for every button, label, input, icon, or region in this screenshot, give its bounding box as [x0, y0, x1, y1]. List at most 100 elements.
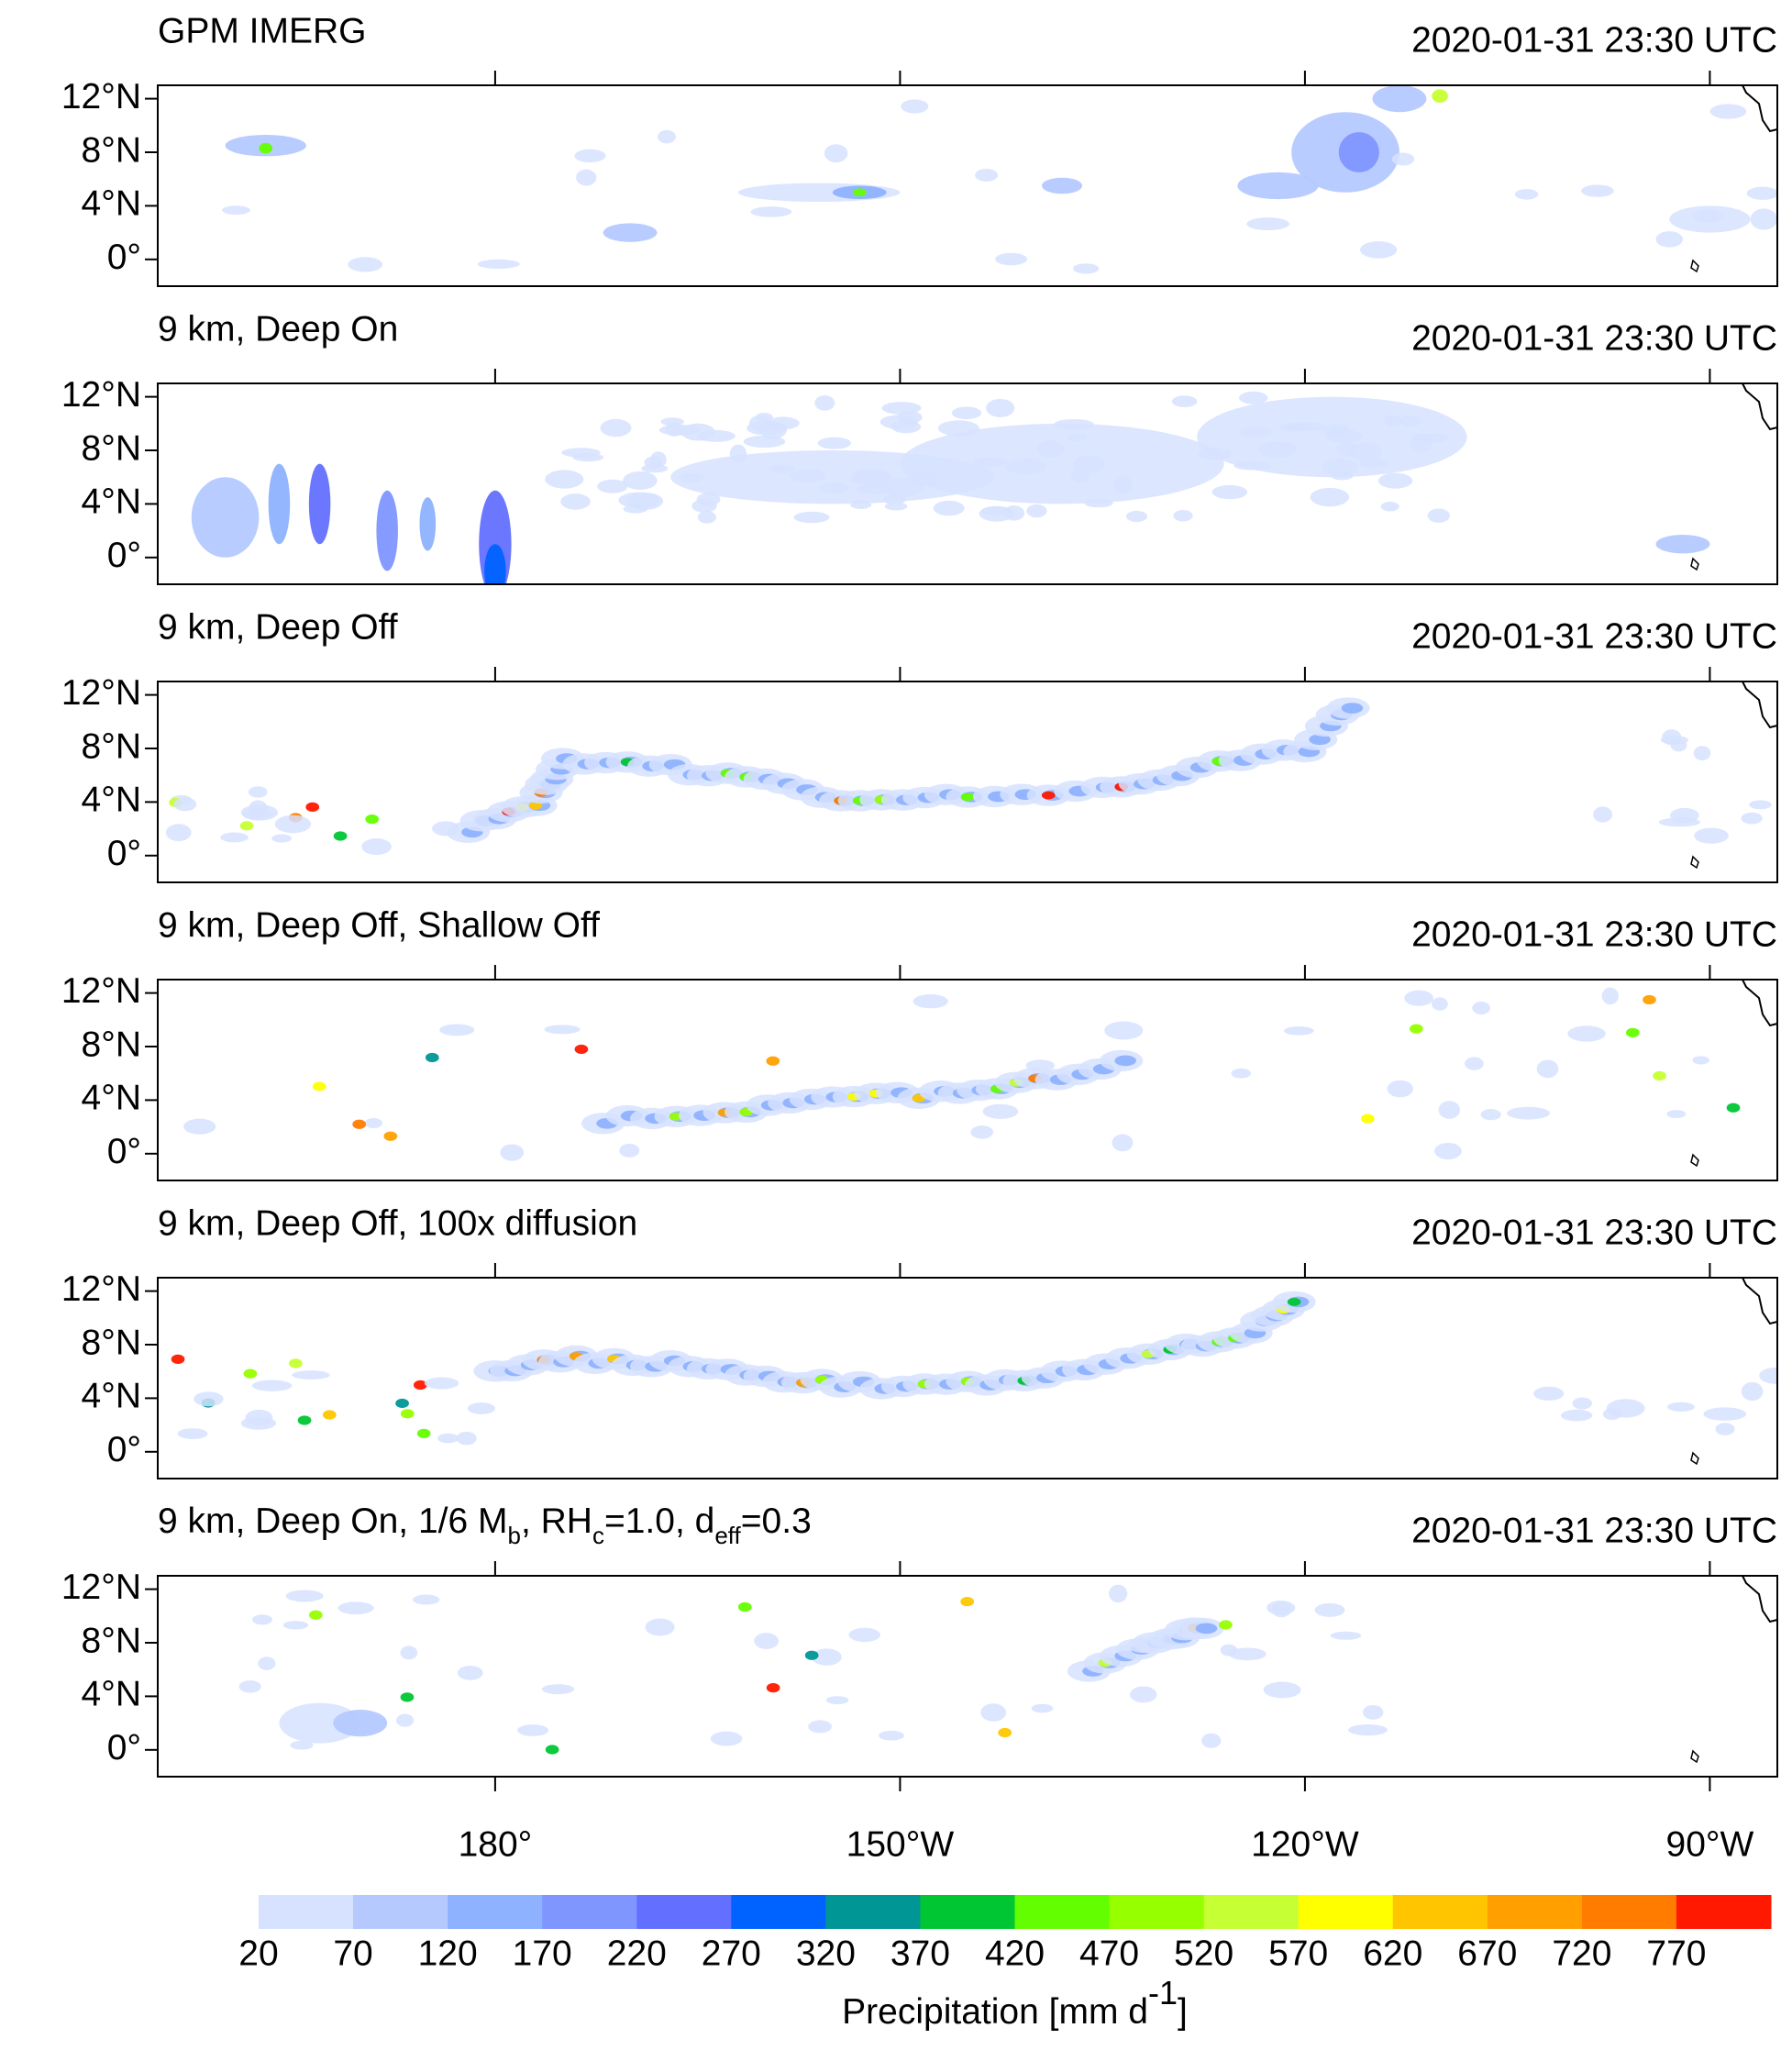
precip-feature	[173, 797, 196, 811]
precip-feature	[437, 1434, 459, 1444]
colorbar-tick-label: 70	[333, 1934, 372, 1973]
precip-feature	[759, 422, 786, 439]
precip-feature	[882, 478, 924, 496]
precip-feature	[395, 1399, 409, 1408]
precip-feature	[1361, 1114, 1375, 1123]
precip-feature	[767, 1683, 780, 1692]
precip-feature	[244, 1369, 258, 1379]
precip-feature	[1432, 89, 1448, 103]
precip-feature	[1219, 1620, 1233, 1629]
precip-feature	[560, 493, 591, 510]
y-tick-label: 4°N	[82, 1079, 141, 1118]
colorbar-tick-label: 470	[1079, 1934, 1139, 1973]
precip-feature	[166, 824, 192, 841]
precip-feature	[348, 257, 382, 271]
precip-feature	[824, 144, 848, 162]
panel-title: 9 km, Deep Off, 100x diffusion	[158, 1203, 637, 1243]
precip-feature	[1751, 208, 1777, 229]
precip-feature	[1284, 1026, 1314, 1036]
y-tick-label: 0°	[107, 536, 141, 575]
precip-feature	[1572, 1397, 1592, 1409]
precip-feature	[1326, 430, 1362, 443]
precip-feature	[658, 130, 676, 144]
precip-field	[239, 1585, 1388, 1755]
colorbar-swatch	[1015, 1895, 1111, 1929]
precip-feature	[1360, 241, 1397, 259]
title-text: 9 km, Deep On, 1/6 M	[158, 1501, 508, 1541]
precip-field	[192, 392, 1710, 598]
title-subscript: c	[592, 1522, 604, 1549]
precip-feature	[1026, 504, 1046, 517]
island	[1691, 857, 1698, 868]
precip-feature	[259, 143, 272, 154]
precip-feature	[680, 473, 704, 482]
precip-feature	[793, 512, 829, 523]
precip-feature	[468, 1402, 495, 1414]
precip-feature	[1410, 433, 1432, 451]
label-superscript: -1	[1148, 1974, 1178, 2011]
precip-feature	[1561, 1410, 1592, 1422]
map-panel: 9 km, Deep Off, Shallow Off2020-01-31 23…	[61, 905, 1777, 1180]
y-tick-label: 0°	[107, 1132, 141, 1171]
colorbar-label: Precipitation [mm d-1]	[842, 1974, 1188, 2032]
precip-feature	[298, 1415, 312, 1424]
precip-feature	[619, 1144, 639, 1158]
precip-feature	[1387, 1080, 1412, 1097]
x-tick-label: 150°W	[846, 1824, 955, 1864]
colorbar-swatch	[259, 1895, 354, 1929]
precip-feature	[313, 1081, 326, 1091]
precip-feature	[1109, 1585, 1127, 1602]
precip-feature	[1331, 471, 1354, 480]
precip-feature	[1428, 508, 1450, 522]
precip-feature	[1006, 459, 1046, 473]
colorbar-swatch	[448, 1895, 543, 1929]
precip-feature	[627, 493, 664, 510]
precip-feature	[500, 1144, 524, 1160]
precip-feature	[1258, 441, 1297, 458]
precip-feature	[1071, 470, 1090, 482]
precip-feature	[334, 831, 348, 840]
precip-feature	[750, 206, 791, 217]
colorbar-swatch	[636, 1895, 732, 1929]
precip-feature	[1173, 510, 1192, 522]
precip-feature	[1201, 1734, 1221, 1748]
precip-field	[166, 697, 1772, 855]
colorbar-swatch	[1299, 1895, 1394, 1929]
panel-title: 9 km, Deep Off, Shallow Off	[158, 905, 600, 945]
precip-feature	[271, 835, 292, 843]
precip-feature	[646, 1619, 675, 1636]
precip-feature	[1533, 1387, 1564, 1401]
precip-feature	[401, 1692, 415, 1701]
precip-feature	[432, 821, 459, 836]
colorbar-swatch	[1110, 1895, 1205, 1929]
precip-feature	[246, 1410, 273, 1425]
colorbar-swatch	[353, 1895, 448, 1929]
precip-feature	[848, 1628, 880, 1642]
precip-feature	[1410, 1025, 1423, 1034]
precip-feature	[1360, 459, 1388, 468]
precip-feature	[1694, 746, 1710, 760]
y-tick-label: 0°	[107, 1728, 141, 1767]
precip-field	[171, 1291, 1791, 1446]
precip-feature	[644, 457, 662, 469]
precip-feature	[1507, 1107, 1550, 1120]
precip-feature	[1643, 995, 1656, 1004]
colorbar-tick-label: 670	[1457, 1934, 1517, 1973]
colorbar-swatch	[825, 1895, 921, 1929]
precip-feature	[1172, 395, 1197, 407]
y-tick-label: 12°N	[61, 1269, 141, 1309]
precip-feature	[1653, 1071, 1666, 1080]
title-text: =1.0, d	[604, 1501, 714, 1541]
coastline	[1742, 980, 1777, 1025]
precip-feature	[698, 511, 716, 523]
x-tick-label: 90°W	[1666, 1824, 1754, 1864]
precip-feature	[401, 1409, 415, 1418]
colorbar-swatch	[920, 1895, 1015, 1929]
precip-feature	[1130, 1686, 1156, 1702]
precip-feature	[1026, 1059, 1055, 1071]
precip-feature	[542, 1684, 574, 1694]
precip-feature	[1465, 1057, 1484, 1069]
precip-feature	[766, 1057, 780, 1066]
